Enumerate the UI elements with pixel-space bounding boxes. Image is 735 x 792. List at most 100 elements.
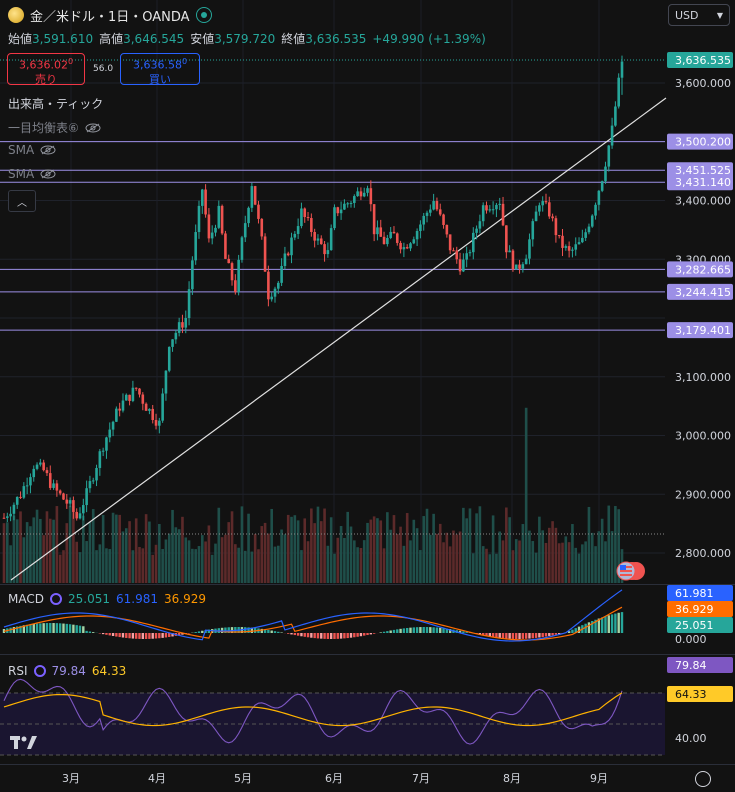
macd-histogram-bar [567,631,571,633]
candle-body [395,233,399,243]
candle-body [409,243,412,249]
volume-bar [283,534,287,583]
indicator-ichimoku[interactable]: 一目均衡表⑥ [8,119,101,136]
volume-bar [538,516,541,583]
symbol-header[interactable]: 金／米ドル・1日・OANDA [8,5,212,25]
candle-body [105,437,108,451]
chart-settings-icon[interactable] [695,771,711,787]
macd-histogram-bar [260,628,263,633]
macd-histogram-bar [118,633,121,638]
volume-bar [313,523,316,583]
candle-body [369,188,373,205]
eye-hidden-icon[interactable] [40,145,56,155]
macd-histogram-bar [32,623,35,633]
macd-histogram-bar [68,624,72,633]
volume-bar [432,513,435,583]
rsi-settings-icon[interactable] [33,665,46,677]
candle-body [528,239,531,259]
macd-legend[interactable]: MACD 25.051 61.981 36.929 [8,592,206,606]
macd-histogram-bar [439,627,442,633]
macd-histogram-bar [591,620,594,633]
level-price-tag-label: 3,451.525 [675,164,731,177]
sell-price-sup: 0 [67,57,74,66]
candle-body [471,232,475,253]
volume-bar [191,548,194,583]
trendline[interactable] [10,97,667,581]
candle-body [55,483,59,491]
indicator-sma-1[interactable]: SMA [8,143,56,157]
candle-body [65,499,69,504]
macd-histogram-bar [501,633,505,639]
candle-body [25,485,29,487]
candle-body [604,166,607,182]
candle-body [531,221,535,240]
eye-hidden-icon[interactable] [40,169,56,179]
volume-bar [181,516,184,583]
rsi-legend[interactable]: RSI 79.84 64.33 [8,664,126,678]
volume-bar [257,549,260,583]
macd-histogram-bar [85,630,88,633]
time-tick: 6月 [325,772,343,785]
volume-bar [547,527,551,583]
volume-bar [68,506,72,583]
volume-bar [531,541,535,583]
volume-bar [58,554,62,583]
candle-body [243,223,247,238]
volume-bar [42,535,45,583]
candle-body [306,217,310,219]
indicator-volume[interactable]: 出来高・ティック [8,95,103,112]
volume-bar [111,512,115,583]
last-price-tag-label: 3,636.535 [675,54,731,67]
macd-histogram-bar [528,633,531,639]
tradingview-logo[interactable] [10,734,38,755]
candle-body [458,259,462,272]
rsi-title: RSI [8,664,28,678]
buy-price: 3,636.58 [132,58,182,72]
macd-histogram-bar [306,633,310,638]
candle-body [594,204,597,216]
volume-bar [65,523,69,583]
volume-bar [121,531,125,583]
macd-histogram-bar [293,633,297,636]
candle-body [22,486,26,498]
volume-bar [614,506,617,583]
volume-bar [91,509,95,583]
rsi-ma-tag [667,686,733,702]
price-chart[interactable]: 3,600.0003,400.0003,300.0003,100.0003,00… [0,0,735,585]
macd-signal-tag [667,601,733,617]
currency-select[interactable]: USD ▼ [668,4,730,26]
candle-body [9,513,12,517]
macd-histogram-bar [462,631,465,633]
volume-bar [339,526,343,583]
macd-histogram-bar [220,627,224,633]
candle-body [495,204,498,210]
volume-bar [442,542,445,583]
indicator-sma-2[interactable]: SMA [8,167,56,181]
currency-label: USD [675,8,699,22]
sell-button[interactable]: 3,636.020 売り [7,53,85,86]
us-event-flag-icon[interactable] [616,561,645,581]
macd-histogram-bar [230,627,234,633]
volume-bar [194,549,197,583]
candle-body [42,462,45,471]
macd-histogram-bar [177,633,181,636]
macd-histogram-bar [389,630,392,633]
candle-body [151,408,155,420]
candle-body [131,387,135,401]
time-axis[interactable]: 3月 4月 5月 6月 7月 8月 9月 [0,765,735,792]
candle-body [329,228,333,251]
buy-button[interactable]: 3,636.580 買い [120,53,200,86]
macd-histogram-bar [594,619,597,633]
candle-body [303,208,307,218]
sell-price: 3,636.02 [18,58,68,72]
rsi-pane[interactable]: 79.84 64.33 40.00 [0,655,735,765]
time-tick: 4月 [148,772,166,785]
collapse-legend-button[interactable]: ︿ [8,190,36,212]
macd-settings-icon[interactable] [49,593,62,605]
volume-bar [564,536,568,583]
eye-hidden-icon[interactable] [85,123,101,133]
macd-histogram-bar [263,629,267,633]
candle-body [468,252,472,254]
macd-histogram-bar [396,629,399,633]
